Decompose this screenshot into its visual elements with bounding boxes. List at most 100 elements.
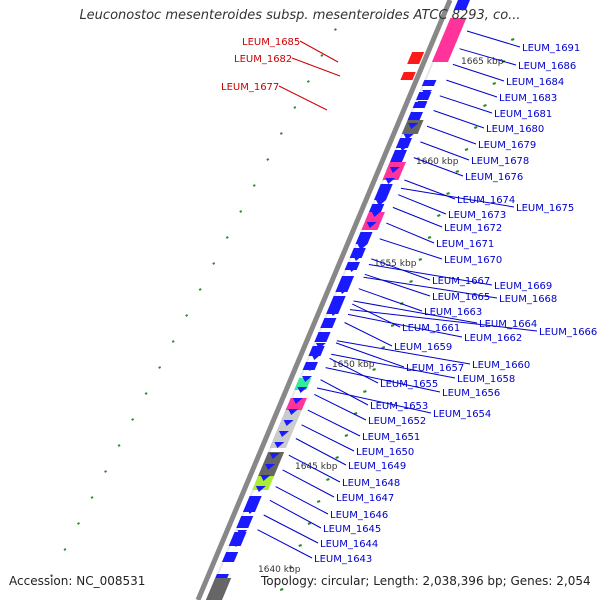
gene-arrow	[260, 475, 271, 481]
gene-arrow	[265, 464, 276, 470]
tick-dash	[239, 210, 243, 213]
gene-arrow	[343, 277, 354, 283]
gene-glyph	[421, 80, 437, 86]
label-leader	[336, 340, 471, 365]
label-leader	[466, 30, 521, 48]
tick-dash	[335, 456, 339, 459]
gene-label: LEUM_1645	[323, 524, 381, 535]
gene-glyph	[453, 0, 470, 10]
gene-arrow	[246, 508, 257, 514]
tick-dash	[418, 258, 423, 261]
gene-label: LEUM_1685	[242, 37, 300, 48]
label-leader	[263, 514, 319, 544]
gene-arrow	[325, 321, 336, 327]
gene-arrow	[297, 387, 308, 393]
tick-dash	[372, 368, 376, 371]
label-leader	[349, 309, 538, 332]
gene-arrow	[242, 519, 253, 525]
gene-arrow	[394, 156, 405, 162]
gene-arrow	[417, 101, 428, 107]
gene-arrow	[412, 112, 423, 118]
label-leader	[278, 85, 328, 111]
tick-dash	[455, 170, 460, 173]
label-leader	[335, 342, 405, 368]
gene-arrow	[288, 409, 299, 415]
tick-dash	[131, 418, 135, 421]
tick-dash	[77, 522, 80, 525]
gene-labels: LEUM_1685 LEUM_1682 LEUM_1677 LEUM_1691 LEUM…	[221, 37, 597, 565]
ring-ticks	[50, 28, 515, 591]
gene-glyph	[400, 72, 416, 80]
gene-label: LEUM_1664	[479, 319, 537, 330]
tick-dash	[293, 106, 297, 109]
gene-arrow	[380, 189, 391, 195]
tick-dash	[436, 214, 441, 217]
tick-dash	[117, 444, 121, 447]
label-leader	[379, 238, 443, 260]
kbp-label: 1665 kbp	[461, 57, 504, 67]
tick-dash	[483, 104, 487, 107]
gene-arrow	[274, 442, 285, 448]
label-leader	[439, 95, 493, 114]
label-leader	[295, 438, 347, 466]
gene-arrow	[389, 167, 400, 173]
gene-glyph	[269, 410, 302, 448]
tick-dash	[50, 574, 53, 577]
gene-label: LEUM_1667	[432, 276, 490, 287]
gene-label: LEUM_1661	[402, 323, 460, 334]
gene-glyph	[308, 346, 325, 356]
label-leaders	[257, 30, 538, 559]
tick-dash	[510, 38, 515, 41]
gene-label: LEUM_1673	[448, 210, 506, 221]
tick-dash	[381, 346, 386, 349]
label-leader	[364, 273, 431, 297]
tick-dash	[90, 496, 94, 499]
gene-label: LEUM_1684	[506, 77, 564, 88]
tick-dash	[279, 132, 283, 135]
gene-label: LEUM_1671	[436, 239, 494, 250]
tick-dash	[333, 28, 337, 31]
gene-label: LEUM_1649	[348, 461, 406, 472]
gene-glyph	[361, 212, 385, 230]
gene-label: LEUM_1650	[356, 447, 414, 458]
tick-dash	[473, 126, 478, 129]
gene-arrow	[376, 200, 386, 206]
tick-dash	[344, 434, 349, 437]
gene-arrow	[371, 211, 382, 217]
gene-arrow	[329, 310, 340, 316]
tick-dash	[289, 566, 293, 569]
label-leader	[459, 48, 517, 66]
gene-label: LEUM_1686	[518, 61, 576, 72]
tick-dash	[63, 548, 67, 551]
label-leader	[371, 258, 431, 281]
gene-label: LEUM_1679	[478, 140, 536, 151]
gene-label: LEUM_1678	[471, 156, 529, 167]
tick-dash	[279, 588, 284, 591]
tick-dash	[266, 158, 270, 161]
tick-dash	[144, 392, 148, 395]
label-leader	[320, 379, 369, 406]
tick-dash	[464, 148, 469, 151]
gene-label: LEUM_1668	[499, 294, 557, 305]
gene-label: LEUM_1655	[380, 379, 438, 390]
gene-label: LEUM_1651	[362, 432, 420, 443]
tick-dash	[320, 54, 324, 57]
gene-arrow	[302, 376, 313, 382]
label-leader	[358, 288, 423, 312]
label-leader	[299, 40, 339, 63]
gene-arrow	[422, 90, 433, 96]
tick-dash	[171, 340, 175, 343]
gene-arrow	[357, 244, 368, 250]
gene-arrow	[352, 255, 363, 261]
gene-label: LEUM_1666	[539, 327, 597, 338]
gene-glyph	[416, 92, 432, 100]
tick-dash	[446, 192, 450, 195]
label-leader	[426, 125, 477, 145]
label-leader	[413, 157, 464, 177]
label-leader	[344, 322, 393, 347]
label-leader	[325, 367, 441, 393]
label-leader	[257, 529, 313, 559]
gene-arrow	[311, 354, 322, 360]
gene-label: LEUM_1662	[464, 333, 522, 344]
gene-label: LEUM_1660	[472, 360, 530, 371]
